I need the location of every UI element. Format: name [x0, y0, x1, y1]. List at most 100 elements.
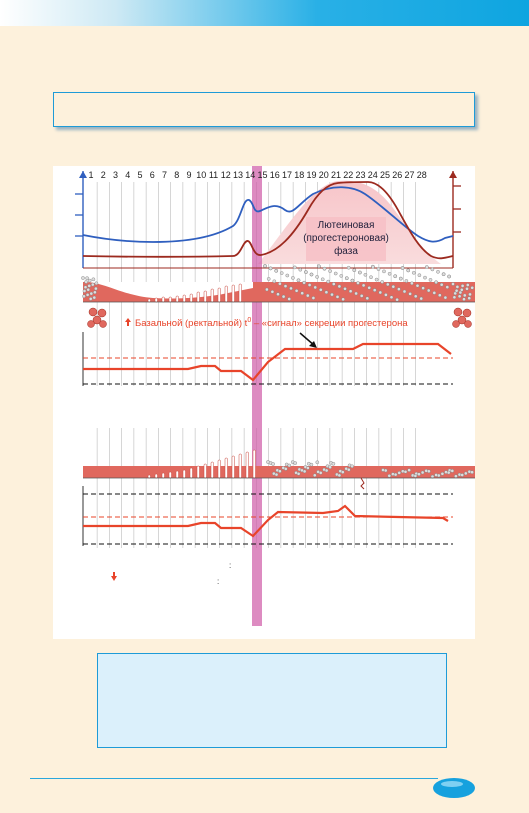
endometrium-foam: [307, 283, 312, 287]
endometrium-gland: [238, 453, 242, 479]
temperature-chart-lower: [82, 486, 453, 546]
endometrium-foam: [328, 465, 332, 470]
luteal-phase-label: Лютеиновая (прогестероновая) фаза: [303, 217, 389, 261]
endometrium-gland: [182, 469, 186, 479]
endometrium-foam: [92, 295, 97, 300]
endometrium-foam: [447, 274, 451, 279]
endometrium-foam: [432, 291, 437, 295]
basal-note-text: Базальной (ректальной) t: [135, 318, 248, 329]
estrogen-curve: [82, 186, 454, 243]
endometrium-foam: [434, 280, 438, 285]
endometrium-foam: [374, 277, 379, 282]
endometrium-foam: [291, 276, 295, 280]
day-label: 13: [233, 170, 243, 180]
pointer-arrow-icon: [299, 332, 317, 348]
endometrium-foam: [454, 474, 458, 479]
endometrium-foam: [337, 473, 342, 478]
endometrium-foam: [450, 469, 455, 473]
endometrium-foam: [411, 271, 416, 275]
endometrium-foam: [372, 288, 377, 292]
endometrium-foam: [439, 282, 444, 287]
endometrium-foam: [274, 472, 279, 477]
endometrium-foam: [309, 462, 314, 467]
endometrium-foam: [378, 290, 383, 295]
endometrium-foam: [313, 285, 318, 290]
endometrium-foam: [437, 293, 442, 297]
endometrium-gland: [168, 471, 172, 479]
endometrium-foam: [424, 265, 429, 269]
endometrium-foam: [306, 466, 310, 470]
endometrium-gland: [203, 463, 207, 479]
endometrium-foam: [413, 474, 418, 478]
endometrium-foam: [403, 469, 408, 474]
endometrium-foam: [419, 296, 424, 301]
endometrium-foam: [94, 281, 99, 286]
endometrium-gland: [203, 290, 207, 303]
endometrium-foam: [344, 276, 349, 280]
endometrium-foam: [470, 286, 475, 290]
endometrium-foam: [397, 471, 402, 475]
endometrium-foam: [389, 295, 394, 300]
endometrium-foam: [82, 289, 87, 293]
right-axis: [449, 171, 461, 268]
endometrium-foam: [393, 274, 398, 278]
endometrium-foam: [407, 468, 411, 472]
endometrium-foam: [421, 286, 425, 290]
endometrium-foam: [426, 288, 431, 293]
endometrium-foam: [266, 277, 271, 281]
endometrium-foam: [384, 293, 388, 297]
endometrium-foam: [383, 468, 388, 473]
endometrium-foam: [428, 278, 433, 282]
endometrium-gland: [196, 465, 200, 479]
endometrium-foam: [413, 294, 418, 299]
day-label: 14: [245, 170, 255, 180]
endometrium-foam: [94, 286, 98, 291]
endometrium-gland: [252, 449, 256, 479]
endometrium-foam: [436, 270, 440, 274]
endometrium-gland: [189, 293, 193, 303]
basal-note-rest: – «сигнал» секреции прогестерона: [251, 318, 408, 329]
left-axis: [75, 171, 87, 268]
endometrium-foam: [279, 271, 284, 275]
endometrium-foam: [465, 287, 469, 291]
day-label: 25: [380, 170, 390, 180]
endometrium-gland: [147, 474, 151, 479]
blood-drops-icon: [87, 307, 472, 328]
endometrium-lower: [83, 449, 475, 490]
endometrium-foam: [440, 471, 445, 476]
footer-line: [30, 778, 438, 779]
day-label: 8: [174, 170, 179, 180]
endometrium-gland: [210, 461, 214, 479]
endometrium-foam: [340, 470, 345, 474]
endometrium-foam: [404, 279, 409, 283]
endometrium-foam: [443, 295, 448, 300]
endometrium-foam: [309, 272, 314, 277]
endometrium-foam: [278, 281, 282, 286]
endometrium-foam: [292, 265, 297, 270]
endometrium-gland: [154, 473, 158, 479]
day-label: 11: [209, 170, 218, 180]
basal-note-superscript: 0: [247, 317, 251, 324]
day-label: 22: [343, 170, 353, 180]
day-label: 9: [186, 170, 191, 180]
endometrium-foam: [268, 266, 273, 271]
endometrium-foam: [346, 467, 351, 472]
menstrual-cycle-diagram: 1 2 3 4 5 6 7 8 9 10 11 12 13 14 15 16 17 18 19 20 21 22 23 24 2…: [53, 166, 475, 639]
endometrium-foam: [318, 288, 323, 292]
endometrium-foam: [289, 286, 293, 291]
endometrium-foam: [91, 277, 96, 282]
day-label: 19: [306, 170, 316, 180]
endometrium-foam: [387, 272, 392, 276]
endometrium-foam: [369, 275, 373, 279]
endometrium-foam: [423, 275, 427, 280]
endometrium-foam: [296, 471, 301, 476]
endometrium-foam: [441, 272, 446, 276]
endometrium-foam: [82, 294, 86, 299]
endometrium-foam: [287, 463, 292, 468]
endometrium-foam: [302, 469, 307, 474]
phase-label-line3: фаза: [334, 245, 358, 257]
endometrium-foam: [276, 292, 280, 296]
endometrium-foam: [263, 264, 267, 268]
endometrium-foam: [324, 468, 329, 473]
endometrium-foam: [397, 287, 401, 291]
